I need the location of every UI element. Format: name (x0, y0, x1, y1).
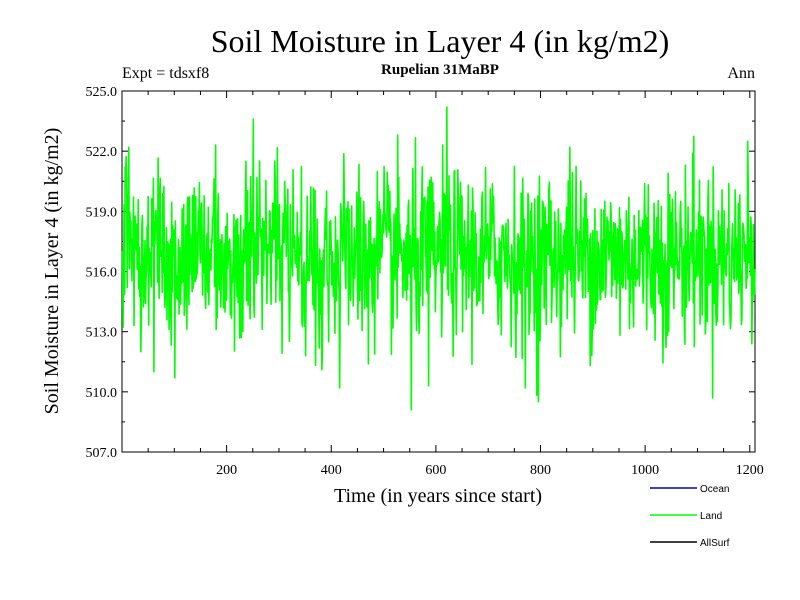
x-axis-label: Time (in years since start) (334, 485, 542, 507)
y-tick-label: 522.0 (86, 145, 118, 160)
y-axis-ticks: 507.0 510.0 513.0 516.0 519.0 522.0 525.0 (86, 85, 755, 461)
legend-label-ocean: Ocean (700, 484, 729, 495)
series-line-land (121, 106, 756, 411)
season-label: Ann (727, 65, 755, 82)
series-layer (121, 106, 756, 411)
x-axis-ticks: 200 400 600 800 1000 1200 (147, 91, 764, 478)
x-tick-label: 800 (530, 463, 551, 478)
y-tick-label: 519.0 (86, 205, 118, 220)
chart-subtitle: Rupelian 31MaBP (381, 62, 499, 78)
chart-title: Soil Moisture in Layer 4 (in kg/m2) (211, 23, 670, 59)
legend-label-land: Land (700, 511, 722, 522)
x-tick-label: 600 (425, 463, 446, 478)
x-tick-label: 1200 (736, 463, 764, 478)
expt-label: Expt = tdsxf8 (122, 65, 209, 82)
x-tick-label: 200 (216, 463, 237, 478)
y-tick-label: 507.0 (86, 446, 118, 461)
y-axis-label: Soil Moisture in Layer 4 (in kg/m2) (41, 128, 63, 415)
y-tick-label: 513.0 (86, 326, 118, 341)
y-tick-label: 516.0 (86, 266, 118, 281)
x-tick-label: 1000 (631, 463, 659, 478)
y-tick-label: 510.0 (86, 386, 118, 401)
y-tick-label: 525.0 (86, 85, 118, 100)
legend: Ocean Land AllSurf (650, 484, 730, 549)
x-tick-label: 400 (321, 463, 342, 478)
legend-label-allsurf: AllSurf (700, 538, 730, 549)
